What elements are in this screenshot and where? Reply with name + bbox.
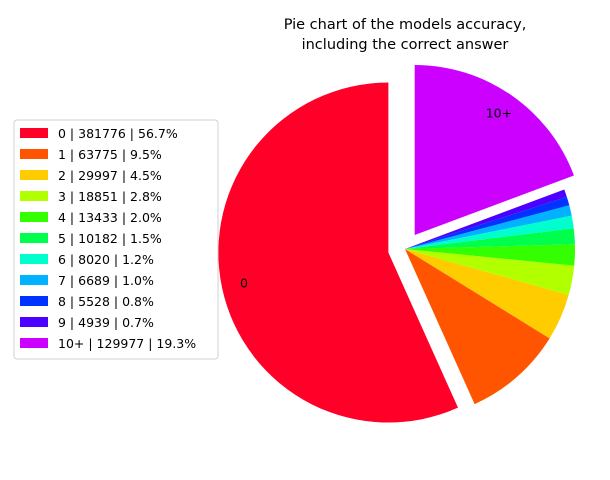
pie-slice-5 xyxy=(405,228,575,249)
chart-title-line-1: Pie chart of the models accuracy, xyxy=(284,17,527,33)
legend-label-1: 1 | 63775 | 9.5% xyxy=(58,147,162,162)
slice-label-0: 0 xyxy=(240,275,248,290)
legend-swatch-7 xyxy=(20,275,48,285)
legend-label-0: 0 | 381776 | 56.7% xyxy=(58,126,178,141)
legend-swatch-0 xyxy=(20,128,48,138)
legend-swatch-5 xyxy=(20,233,48,243)
pie-slice-8 xyxy=(405,196,570,249)
legend-label-4: 4 | 13433 | 2.0% xyxy=(58,210,162,225)
pie-slice-6 xyxy=(405,215,574,249)
legend-label-2: 2 | 29997 | 4.5% xyxy=(58,168,162,183)
legend-swatch-9 xyxy=(20,317,48,327)
legend-swatch-10plus xyxy=(20,338,48,348)
pie-slice-labels: 0 10+ xyxy=(240,106,512,291)
pie-slices xyxy=(218,65,575,423)
legend-frame xyxy=(13,119,219,360)
pie-slice-0 xyxy=(218,82,458,423)
pie-slice-4 xyxy=(405,244,575,266)
legend-swatch-4 xyxy=(20,212,48,222)
pie-slice-10plus xyxy=(414,65,574,236)
legend-swatch-3 xyxy=(20,191,48,201)
legend-label-10plus: 10+ | 129977 | 19.3% xyxy=(58,336,196,351)
chart-title: Pie chart of the models accuracy, includ… xyxy=(284,17,527,53)
legend-label-8: 8 | 5528 | 0.8% xyxy=(58,294,154,309)
pie-slice-3 xyxy=(405,249,575,295)
chart-title-line-2: including the correct answer xyxy=(302,37,509,53)
legend-swatch-6 xyxy=(20,254,48,264)
pie-slice-1 xyxy=(405,249,550,405)
slice-label-10plus: 10+ xyxy=(486,106,512,121)
pie-slice-7 xyxy=(405,205,572,249)
legend-label-3: 3 | 18851 | 2.8% xyxy=(58,189,162,204)
legend-label-6: 6 | 8020 | 1.2% xyxy=(58,252,154,267)
chart-legend: 0 | 381776 | 56.7% 1 | 63775 | 9.5% 2 | 29… xyxy=(13,119,219,360)
pie-slice-9 xyxy=(405,189,567,249)
pie-slice-2 xyxy=(405,249,569,339)
legend-label-5: 5 | 10182 | 1.5% xyxy=(58,231,162,246)
legend-swatch-1 xyxy=(20,149,48,159)
legend-label-7: 7 | 6689 | 1.0% xyxy=(58,273,154,288)
legend-swatch-2 xyxy=(20,170,48,180)
legend-label-9: 9 | 4939 | 0.7% xyxy=(58,315,154,330)
legend-swatch-8 xyxy=(20,296,48,306)
